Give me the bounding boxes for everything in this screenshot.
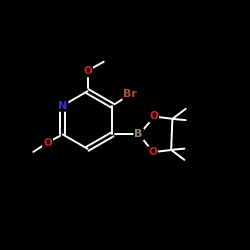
Text: O: O [43,138,52,148]
Text: O: O [148,147,157,158]
Text: B: B [134,130,143,140]
Text: O: O [149,112,158,122]
Text: Br: Br [124,90,137,99]
Text: O: O [83,66,92,76]
Text: N: N [58,100,67,110]
